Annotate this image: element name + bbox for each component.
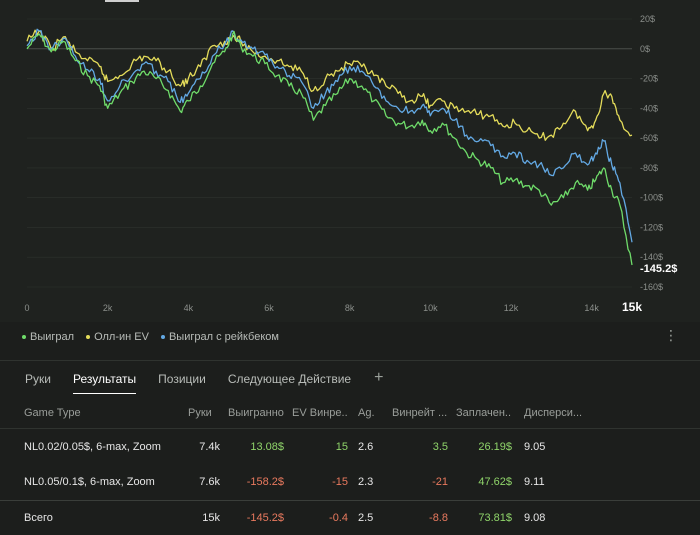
cell-won: -145.2$ — [246, 512, 284, 524]
tabs-divider — [0, 360, 700, 361]
tab-positions[interactable]: Позиции — [158, 372, 206, 386]
table-total-row[interactable]: Всего 15k -145.2$ -0.4 2.5 -8.8 73.81$ 9… — [0, 500, 700, 535]
y-axis-ticks: 20$ 0$ -20$ -40$ -60$ -80$ -100$ -120$ -140$ -160… — [640, 14, 663, 292]
legend-item-rakeback[interactable]: Выиграл с рейкбеком — [160, 330, 279, 344]
cell-variance: 9.05 — [524, 440, 546, 453]
y-tick-label: -60$ — [640, 133, 658, 143]
chart-legend: Выиграл Олл-ин EV Выиграл с рейкбеком — [22, 330, 279, 344]
y-tick-label: -120$ — [640, 222, 663, 232]
stats-tabs: Руки Результаты Позиции Следующее Действ… — [14, 368, 395, 394]
cell-ev-winrate: -15 — [332, 475, 348, 488]
results-graph[interactable]: 20$ 0$ -20$ -40$ -60$ -80$ -100$ -120$ -140$ -160… — [0, 0, 700, 322]
legend-label: Олл-ин EV — [94, 331, 149, 343]
legend-dot-icon — [86, 335, 91, 339]
cell-paid: 26.19$ — [478, 440, 512, 453]
legend-label: Выиграл с рейкбеком — [168, 331, 279, 343]
x-tick-label: 4k — [184, 303, 194, 313]
y-tick-label: -20$ — [640, 74, 658, 84]
results-line-chart: 20$ 0$ -20$ -40$ -60$ -80$ -100$ -120$ -140$ -160… — [24, 0, 677, 314]
table-row[interactable]: NL0.02/0.05$, 6-max, Zoom 7.4k 13.08$ 15… — [0, 429, 700, 464]
y-tick-label: -100$ — [640, 193, 663, 203]
y-tick-label: -160$ — [640, 282, 663, 292]
column-header-winrate[interactable]: Винрейт ... — [392, 407, 448, 419]
y-tick-label: -40$ — [640, 103, 658, 113]
cell-ag: 2.3 — [358, 475, 374, 488]
series-line-2 — [26, 28, 633, 243]
legend-dot-icon — [160, 335, 165, 339]
legend-label: Выиграл — [30, 331, 75, 343]
cell-winrate: 3.5 — [432, 440, 448, 453]
cell-ev-winrate: -0.4 — [329, 512, 348, 524]
cell-ag: 2.6 — [358, 440, 374, 453]
top-tab-indicator — [105, 0, 139, 2]
cell-winrate: -8.8 — [429, 512, 448, 524]
chart-series — [26, 28, 633, 266]
tab-hands[interactable]: Руки — [25, 372, 51, 386]
x-axis-ticks: 0 2k 4k 6k 8k 10k 12k 14k — [24, 303, 599, 313]
cell-variance: 9.08 — [524, 512, 546, 524]
y-tick-label: 0$ — [640, 44, 650, 54]
cell-game-type: NL0.05/0.1$, 6-max, Zoom — [24, 475, 155, 488]
add-tab-icon[interactable]: + — [374, 369, 384, 386]
tab-next-action[interactable]: Следующее Действие — [227, 372, 352, 386]
cell-variance: 9.11 — [524, 475, 545, 488]
x-tick-label: 12k — [504, 303, 519, 313]
column-header-variance[interactable]: Дисперси... — [524, 407, 583, 419]
table-row[interactable]: NL0.05/0.1$, 6-max, Zoom 7.6k -158.2$ -1… — [0, 464, 700, 499]
cell-game-type: NL0.02/0.05$, 6-max, Zoom — [24, 440, 161, 453]
cell-paid: 73.81$ — [478, 512, 512, 524]
column-header-ev-winrate[interactable]: EV Винре... — [292, 407, 348, 419]
chart-grid — [27, 18, 632, 288]
cell-winrate: -21 — [432, 475, 448, 488]
legend-item-won[interactable]: Выиграл — [22, 330, 74, 344]
column-header-game-type[interactable]: Game Type — [24, 407, 81, 419]
cell-ag: 2.5 — [358, 512, 374, 524]
series-line-0 — [26, 30, 633, 266]
x-tick-label: 10k — [423, 303, 438, 313]
cell-game-type: Всего — [24, 512, 53, 524]
cell-hands: 15k — [202, 512, 220, 524]
cell-hands: 7.4k — [199, 440, 220, 453]
y-tick-label: 20$ — [640, 14, 655, 24]
cell-hands: 7.6k — [199, 475, 220, 488]
tab-results[interactable]: Результаты — [62, 368, 147, 394]
cell-won: 13.08$ — [250, 440, 284, 453]
column-header-hands[interactable]: Руки — [188, 407, 212, 419]
end-value-label: -145.2$ — [640, 263, 677, 275]
table-header: Game Type Руки Выигранно EV Винре... Ag.… — [0, 398, 700, 429]
series-line-1 — [26, 29, 633, 141]
x-tick-label: 8k — [345, 303, 355, 313]
x-tick-label: 2k — [103, 303, 113, 313]
x-tick-label: 14k — [584, 303, 599, 313]
legend-item-allin-ev[interactable]: Олл-ин EV — [86, 330, 149, 344]
column-header-paid[interactable]: Заплачен... — [456, 407, 512, 419]
x-current-hands-label: 15k — [622, 300, 642, 314]
legend-dot-icon — [22, 335, 26, 339]
x-tick-label: 6k — [264, 303, 274, 313]
cell-paid: 47.62$ — [478, 475, 512, 488]
y-tick-label: -80$ — [640, 163, 658, 173]
y-tick-label: -140$ — [640, 252, 663, 262]
column-header-ag[interactable]: Ag. — [358, 407, 375, 419]
results-table: Game Type Руки Выигранно EV Винре... Ag.… — [0, 398, 700, 535]
x-tick-label: 0 — [24, 303, 29, 313]
cell-won: -158.2$ — [246, 475, 284, 488]
column-header-won[interactable]: Выигранно — [228, 407, 284, 419]
more-options-icon[interactable]: ⋮ — [664, 327, 678, 343]
cell-ev-winrate: 15 — [335, 440, 348, 453]
